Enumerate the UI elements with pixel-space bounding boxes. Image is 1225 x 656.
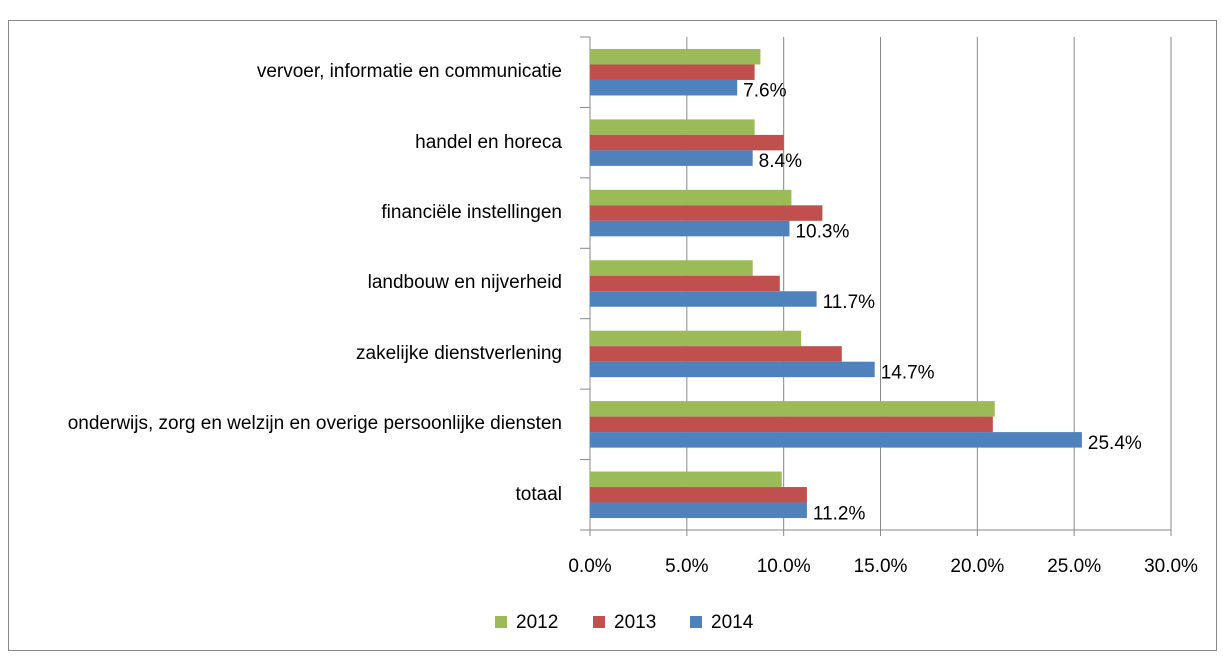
bar xyxy=(590,275,780,292)
legend-label: 2014 xyxy=(711,612,754,633)
category-text: vervoer, informatie en communicatie xyxy=(256,61,562,83)
x-tick-label: 5.0% xyxy=(665,556,708,577)
y-tick-label: financiële instellingen xyxy=(10,178,562,248)
legend-swatch xyxy=(495,616,507,628)
bar xyxy=(590,119,755,135)
y-tick-label: handel en horeca xyxy=(10,107,562,177)
bar xyxy=(590,79,738,96)
y-tick-label: vervoer, informatie en communicatie xyxy=(10,37,562,107)
bar xyxy=(590,189,792,206)
data-label: 11.7% xyxy=(823,292,876,313)
data-label: 7.6% xyxy=(743,81,786,102)
y-tick-label: landbouw en nijverheid xyxy=(10,248,562,318)
bar xyxy=(590,330,802,347)
bar xyxy=(590,432,1082,448)
bar xyxy=(590,220,790,237)
bar xyxy=(590,134,784,151)
bar xyxy=(590,361,875,378)
legend-swatch xyxy=(690,616,702,628)
bar xyxy=(590,487,807,503)
y-tick-label: totaal xyxy=(10,460,562,530)
data-label: 8.4% xyxy=(759,151,802,172)
data-label: 14.7% xyxy=(881,362,935,383)
category-text: zakelijke dienstverlening xyxy=(356,342,562,364)
bar xyxy=(590,205,823,221)
chart-border xyxy=(8,20,1217,651)
x-tick-label: 15.0% xyxy=(854,556,908,577)
bar xyxy=(590,471,782,488)
category-text: onderwijs, zorg en welzijn en overige pe… xyxy=(67,413,562,435)
legend-swatch xyxy=(593,616,605,628)
x-tick-label: 0.0% xyxy=(568,556,611,577)
data-label: 25.4% xyxy=(1088,433,1142,454)
category-text: landbouw en nijverheid xyxy=(367,272,562,294)
bar xyxy=(590,346,842,362)
bar xyxy=(590,64,755,80)
y-tick-label: onderwijs, zorg en welzijn en overige pe… xyxy=(10,389,562,459)
bar xyxy=(590,260,753,276)
data-label: 11.2% xyxy=(813,503,866,524)
bar xyxy=(590,291,817,307)
category-text: totaal xyxy=(515,483,562,505)
category-text: handel en horeca xyxy=(415,131,562,153)
x-tick-label: 30.0% xyxy=(1144,556,1198,577)
y-tick-label: zakelijke dienstverlening xyxy=(10,319,562,389)
x-tick-label: 10.0% xyxy=(757,556,811,577)
x-tick-label: 25.0% xyxy=(1047,556,1101,577)
category-text: financiële instellingen xyxy=(381,202,562,224)
data-label: 10.3% xyxy=(795,222,849,243)
x-tick-label: 20.0% xyxy=(950,556,1004,577)
legend-label: 2013 xyxy=(614,612,656,633)
bar xyxy=(590,416,993,433)
bar xyxy=(590,502,807,519)
legend-label: 2012 xyxy=(516,612,558,633)
bar xyxy=(590,150,753,166)
bar xyxy=(590,401,995,417)
bar xyxy=(590,48,761,65)
